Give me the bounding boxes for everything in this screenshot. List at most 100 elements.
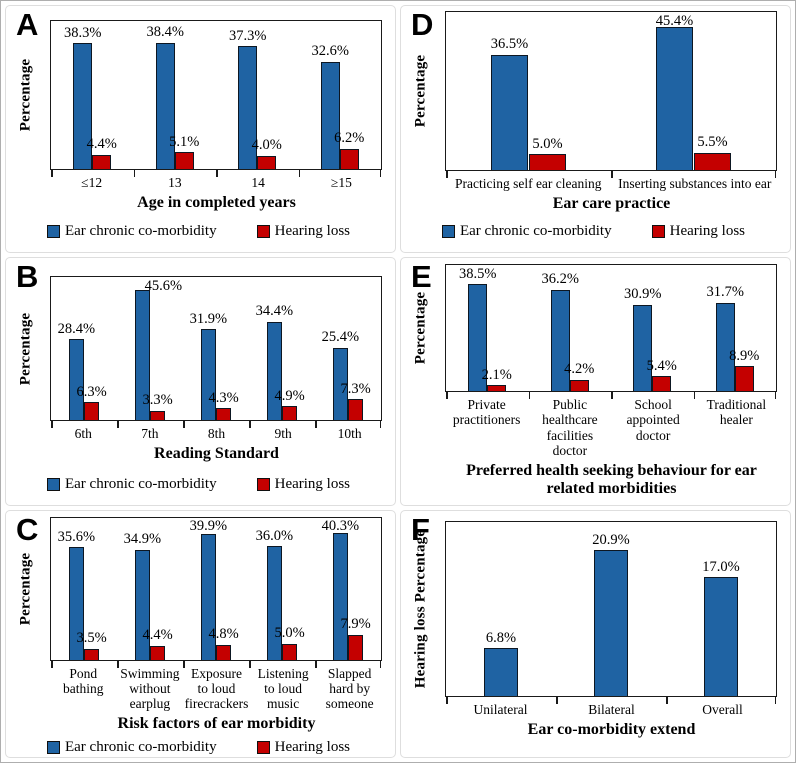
x-axis-tick [666, 696, 668, 704]
x-axis-tick [774, 392, 776, 400]
bar [68, 339, 84, 421]
legend-swatch-red [651, 225, 665, 239]
panel-c: C Percentage 35.6% 34.9% 39.9% 36.0% 40.3% 3.… [5, 509, 396, 758]
bar-value-label: 38.3% [64, 24, 102, 41]
bar [490, 54, 529, 170]
chart-d: Percentage 36.5% 45.4% 5.0% 5.5% Practicing… [401, 6, 790, 252]
x-axis-tick [51, 421, 53, 429]
bar-value-label: 20.9% [592, 531, 630, 548]
x-axis-tick [51, 170, 53, 177]
bar-value-label: 5.0% [274, 625, 305, 642]
x-axis-tick [183, 660, 185, 668]
bar-value-label: 30.9% [624, 286, 662, 303]
bar [282, 406, 298, 421]
legend: Ear chronic co-morbidity Hearing loss [18, 217, 379, 240]
legend-swatch-blue [46, 225, 60, 239]
plot-frame: 35.6% 34.9% 39.9% 36.0% 40.3% 3.5% 4.4% 4.8% 5.0… [50, 516, 382, 668]
bar-value-label: 36.5% [490, 36, 529, 53]
legend-swatch-blue [46, 477, 60, 491]
legend-item: Ear chronic co-morbidity [46, 739, 217, 756]
x-axis-tick [446, 392, 448, 400]
bar [528, 154, 567, 170]
bar [84, 402, 100, 421]
bar-value-label: 39.9% [189, 518, 228, 535]
x-axis-tick [379, 170, 381, 177]
bar-value-label: 5.5% [697, 134, 728, 151]
panel-a: A Percentage 38.3% 38.4% 37.3% 32.6% 4.4% 5.1… [5, 5, 396, 254]
legend: Ear chronic co-morbidity Hearing loss [413, 217, 774, 240]
bar [468, 283, 488, 392]
bar [266, 546, 282, 660]
bar [487, 385, 507, 392]
legend-swatch-blue [441, 225, 455, 239]
bar [134, 289, 150, 421]
x-axis-tick [298, 170, 300, 177]
x-tick-label: Private practitioners [452, 397, 521, 428]
bar-value-label: 7.3% [340, 380, 371, 397]
x-tick-label: Overall [702, 701, 743, 717]
bar [257, 155, 277, 169]
x-axis-title: Ear co-morbidity extend [527, 720, 696, 738]
bar-value-label: 34.9% [123, 531, 162, 548]
panel-f: F Hearing loss Percentage 6.8% 20.9% 17.0%… [400, 509, 791, 758]
bar-value-label: 35.6% [57, 528, 96, 545]
x-tick-label: ≥15 [330, 175, 352, 190]
panel-b: B Percentage 28.4% 45.6% 31.9% 34.4% 25.4% 6.… [5, 257, 396, 506]
legend-label: Ear chronic co-morbidity [64, 223, 217, 240]
x-axis-tick [693, 392, 695, 400]
x-tick-label: School appointed doctor [626, 397, 680, 443]
bar [693, 152, 732, 170]
x-tick-label: ≤12 [81, 175, 103, 190]
x-axis-tick [611, 171, 613, 178]
x-axis-tick [133, 170, 135, 177]
bar [483, 648, 519, 696]
bar [92, 154, 112, 169]
bar [155, 42, 175, 169]
x-axis-tick [528, 392, 530, 400]
x-tick-label: Bilateral [588, 701, 635, 717]
legend: Ear chronic co-morbidity Hearing loss [413, 499, 774, 506]
chart-f: Hearing loss Percentage 6.8% 20.9% 17.0% U… [401, 511, 790, 757]
x-tick-label: Traditional healer [706, 397, 767, 428]
bar-value-label: 37.3% [229, 27, 267, 44]
x-axis-title: Ear care practice [552, 195, 671, 213]
x-tick-labels: 6th 7th 8th 9th 10th [50, 421, 383, 441]
legend-label: Hearing loss [274, 739, 351, 756]
bar [150, 645, 166, 660]
bar-value-label: 4.0% [251, 137, 282, 154]
bar-value-label: 17.0% [702, 558, 740, 575]
bar-value-label: 6.3% [76, 383, 107, 400]
panel-e: E Percentage 38.5% 36.2% 30.9% 31.7% 2.1% 4.2… [400, 257, 791, 506]
bar [339, 148, 359, 169]
bar [550, 289, 570, 392]
legend-swatch-red [256, 477, 270, 491]
bar [73, 43, 93, 169]
legend-label: Ear chronic co-morbidity [460, 505, 612, 506]
x-axis-tick [556, 696, 558, 704]
x-tick-label: Exposure to loud firecrackers [184, 665, 249, 711]
x-axis-tick [249, 660, 251, 668]
x-axis-title: Risk factors of ear morbidity [117, 714, 316, 732]
x-axis-tick [774, 171, 776, 178]
x-tick-labels: Pond bathing Swimming without earplug Expo… [50, 661, 383, 711]
bar-value-label: 4.2% [564, 361, 595, 378]
chart-b: Percentage 28.4% 45.6% 31.9% 34.4% 25.4% 6.3%… [6, 258, 395, 504]
bar [332, 532, 348, 660]
panel-letter: E [411, 259, 432, 295]
bar-value-label: 2.1% [481, 366, 512, 383]
x-tick-label: Unilateral [473, 701, 528, 717]
x-tick-labels: ≤12 13 14 ≥15 [50, 170, 383, 190]
bar [150, 410, 166, 421]
bar-value-label: 3.3% [142, 392, 173, 409]
x-tick-label: 9th [274, 426, 292, 442]
bar-value-label: 3.5% [76, 630, 107, 647]
bar [633, 304, 653, 392]
x-axis-title: Preferred health seeking behaviour for e… [466, 461, 757, 498]
bar [282, 643, 298, 660]
panel-letter: A [16, 7, 39, 42]
chart-e: Percentage 38.5% 36.2% 30.9% 31.7% 2.1% 4.2% 5… [401, 258, 790, 506]
plot-region: Percentage 36.5% 45.4% 5.0% 5.5% [413, 11, 778, 178]
x-axis-tick [51, 660, 53, 668]
x-axis-tick [446, 696, 448, 704]
